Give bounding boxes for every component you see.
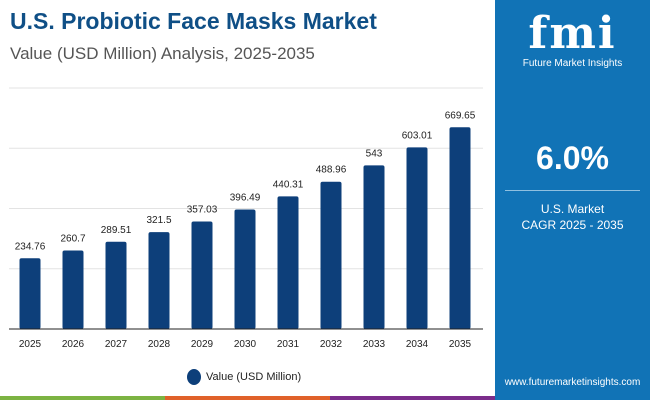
x-tick-label: 2029 bbox=[191, 339, 214, 350]
fmi-logo: fmi Future Market Insights bbox=[495, 8, 650, 70]
logo-tagline: Future Market Insights bbox=[522, 58, 623, 69]
bar bbox=[363, 165, 385, 329]
bar bbox=[191, 221, 213, 329]
x-tick-label: 2027 bbox=[105, 339, 128, 350]
bar bbox=[320, 181, 342, 329]
x-tick-label: 2025 bbox=[19, 339, 42, 350]
data-label: 234.76 bbox=[15, 241, 46, 252]
chart-subtitle: Value (USD Million) Analysis, 2025-2035 bbox=[10, 44, 315, 63]
data-label: 289.51 bbox=[101, 225, 132, 236]
data-label: 321.5 bbox=[146, 215, 171, 226]
bar bbox=[105, 241, 127, 329]
data-label: 543 bbox=[366, 148, 383, 159]
data-label: 488.96 bbox=[316, 165, 347, 176]
x-tick-label: 2031 bbox=[277, 339, 300, 350]
bar bbox=[19, 258, 41, 329]
x-tick-label: 2026 bbox=[62, 339, 85, 350]
bar bbox=[148, 232, 170, 329]
data-label: 669.65 bbox=[445, 110, 476, 121]
bar bbox=[277, 196, 299, 329]
stripe-purple bbox=[330, 396, 495, 400]
x-tick-label: 2030 bbox=[234, 339, 257, 350]
x-tick-label: 2035 bbox=[449, 339, 472, 350]
bar bbox=[62, 250, 84, 329]
legend: Value (USD Million) bbox=[187, 369, 301, 385]
bar bbox=[449, 127, 471, 329]
chart-title: U.S. Probiotic Face Masks Market bbox=[10, 8, 377, 34]
stripe-orange bbox=[165, 396, 330, 400]
data-label: 357.03 bbox=[187, 204, 218, 215]
side-panel: fmi Future Market Insights 6.0% U.S. Mar… bbox=[495, 0, 650, 400]
data-label: 260.7 bbox=[60, 233, 85, 244]
cagr-value: 6.0% bbox=[536, 140, 609, 176]
legend-label: Value (USD Million) bbox=[206, 371, 302, 383]
x-tick-label: 2034 bbox=[406, 339, 429, 350]
bar bbox=[234, 209, 256, 329]
legend-swatch bbox=[187, 369, 201, 385]
logo-text: fmi bbox=[528, 8, 617, 59]
bar-chart: 234.76 2025 260.7 2026 289.51 2027 321.5 2028 35… bbox=[9, 87, 483, 350]
stripe-green bbox=[0, 396, 165, 400]
website-link[interactable]: www.futuremarketinsights.com bbox=[504, 377, 641, 388]
x-tick-label: 2032 bbox=[320, 339, 343, 350]
market-label: U.S. Market bbox=[540, 202, 605, 216]
data-label: 440.31 bbox=[273, 179, 304, 190]
data-label: 396.49 bbox=[230, 193, 261, 204]
data-label: 603.01 bbox=[402, 130, 433, 141]
divider bbox=[505, 190, 640, 191]
bar bbox=[406, 147, 428, 329]
x-tick-label: 2028 bbox=[148, 339, 171, 350]
cagr-period-label: CAGR 2025 - 2035 bbox=[521, 218, 624, 232]
x-tick-label: 2033 bbox=[363, 339, 386, 350]
